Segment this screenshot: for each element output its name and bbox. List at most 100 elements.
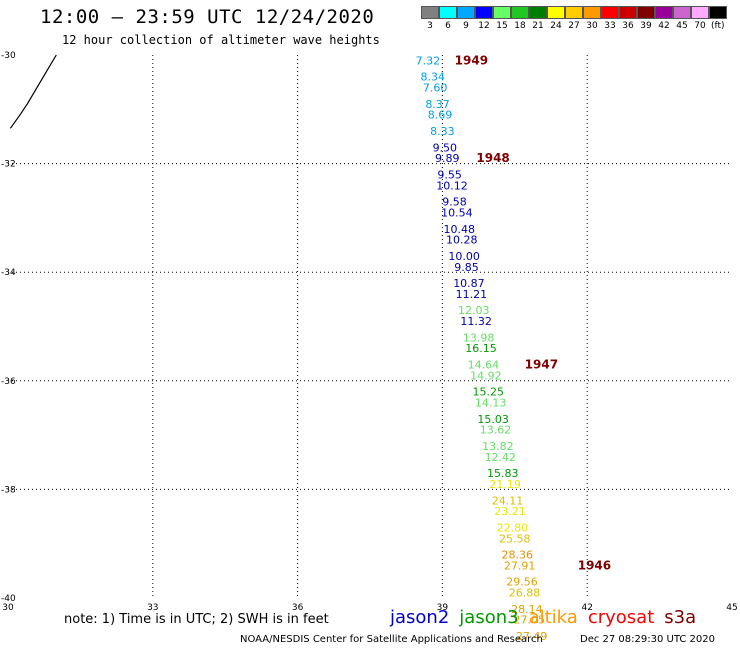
legend-swatch	[673, 6, 691, 19]
time-label: 1946	[578, 558, 611, 572]
wave-height-label: 7.32	[416, 54, 441, 67]
wave-height-label: 9.58	[442, 196, 467, 209]
legend-label: 36	[622, 21, 634, 31]
legend-item: 27	[565, 6, 583, 31]
wave-height-label: 27.05	[514, 614, 546, 627]
satellite-name: cryosat	[587, 607, 655, 628]
wave-height-label: 13.62	[480, 424, 512, 437]
wave-height-label: 13.82	[482, 440, 514, 453]
wave-height-label: 11.32	[460, 315, 492, 328]
legend-label: 45	[676, 21, 688, 31]
satellite-name: jason3	[459, 607, 519, 628]
legend-swatch	[619, 6, 637, 19]
wave-height-label: 14.92	[470, 369, 502, 382]
legend-swatch	[691, 6, 709, 19]
legend-swatch	[439, 6, 457, 19]
legend-label: 42	[658, 21, 670, 31]
legend-swatch	[547, 6, 565, 19]
wave-height-label: 29.56	[506, 576, 538, 589]
wave-height-label: 23.21	[494, 505, 526, 518]
coastline	[9, 54, 57, 129]
legend-swatch	[655, 6, 673, 19]
color-legend: 3 6 9 12 15 18 21 24 27 30 33 36 39 42 45 70	[421, 6, 727, 31]
legend-item: 30	[583, 6, 601, 31]
wave-height-label: 14.64	[468, 359, 500, 372]
legend-swatch	[493, 6, 511, 19]
grid	[8, 55, 732, 598]
wave-height-label: 8.34	[420, 71, 445, 84]
wave-height-label: 21.19	[489, 478, 521, 491]
wave-height-label: 28.14	[511, 603, 543, 616]
legend-item: 6	[439, 6, 457, 31]
legend-label: 33	[604, 21, 616, 31]
legend-label: 6	[445, 21, 451, 31]
wave-height-label: 12.42	[485, 451, 517, 464]
wave-height-label: 8.37	[425, 98, 450, 111]
satellite-legend: jason2 jason3 altika cryosat s3a	[390, 607, 696, 628]
wave-height-label: 10.54	[441, 206, 473, 219]
legend-item: 15	[493, 6, 511, 31]
legend-label: 70	[694, 21, 706, 31]
wave-height-label: 25.58	[499, 532, 531, 545]
satellite-name: altika	[528, 607, 578, 628]
legend-item: 70	[691, 6, 709, 31]
time-label: 1949	[455, 53, 488, 67]
x-tick-label: 42	[581, 603, 592, 613]
y-tick-label: -40	[1, 594, 16, 604]
wave-height-label: 14.13	[475, 397, 507, 410]
legend-item: 42	[655, 6, 673, 31]
x-tick-label: 36	[292, 603, 304, 613]
y-tick-label: -36	[1, 377, 16, 387]
satellite-name: jason2	[390, 607, 450, 628]
axes: 30 33 36 39 42 45 -30 -32 -34 -36 -38 -40	[1, 51, 738, 613]
legend-swatch	[421, 6, 439, 19]
wave-height-label: 7.60	[423, 82, 448, 95]
wave-height-label: 28.36	[501, 549, 533, 562]
wave-height-label: 10.28	[446, 234, 478, 247]
legend-item: 36	[619, 6, 637, 31]
legend-swatch	[475, 6, 493, 19]
wave-height-label: 10.12	[436, 179, 468, 192]
legend-item	[709, 6, 727, 31]
page-subtitle: 12 hour collection of altimeter wave hei…	[62, 33, 380, 47]
legend-swatch	[637, 6, 655, 19]
y-tick-label: -32	[1, 160, 16, 170]
wave-height-label: 13.98	[463, 331, 495, 344]
legend-label: 3	[427, 21, 433, 31]
time-label: 1947	[525, 358, 558, 372]
wave-height-label: 9.50	[433, 141, 458, 154]
legend-label: 21	[532, 21, 544, 31]
wave-height-points: 7.32 8.347.60 8.378.69 8.33 9.509.89 9.5510.1…	[416, 54, 548, 643]
satellite-name: s3a	[664, 607, 697, 628]
wave-height-label: 10.87	[453, 277, 485, 290]
legend-swatch	[529, 6, 547, 19]
wave-height-label: 9.85	[454, 261, 479, 274]
wave-height-label: 22.80	[497, 521, 529, 534]
wave-height-label: 15.03	[477, 413, 509, 426]
wave-height-label: 15.83	[487, 467, 519, 480]
legend-swatch	[511, 6, 529, 19]
legend-item: 21	[529, 6, 547, 31]
wave-height-label: 8.69	[428, 109, 453, 122]
legend-unit: (ft)	[711, 21, 725, 31]
x-tick-label: 33	[147, 603, 158, 613]
legend-item: 3	[421, 6, 439, 31]
time-labels: 1949 1948 1947 1946	[455, 53, 611, 572]
legend-label: 12	[478, 21, 490, 31]
y-tick-label: -38	[1, 485, 16, 495]
legend-item: 18	[511, 6, 529, 31]
wave-height-label: 8.33	[430, 125, 455, 138]
generated-timestamp: Dec 27 08:29:30 UTC 2020	[580, 634, 715, 645]
x-tick-label: 30	[2, 603, 14, 613]
legend-item: 9	[457, 6, 475, 31]
legend-item: 39	[637, 6, 655, 31]
wave-height-label: 11.21	[456, 288, 488, 301]
credit-text: NOAA/NESDIS Center for Satellite Applica…	[240, 634, 543, 645]
legend-swatch	[709, 6, 727, 19]
y-tick-label: -34	[1, 268, 16, 278]
x-tick-label: 45	[726, 603, 737, 613]
legend-swatch	[565, 6, 583, 19]
wave-height-label: 24.11	[492, 494, 524, 507]
legend-label: 9	[463, 21, 469, 31]
